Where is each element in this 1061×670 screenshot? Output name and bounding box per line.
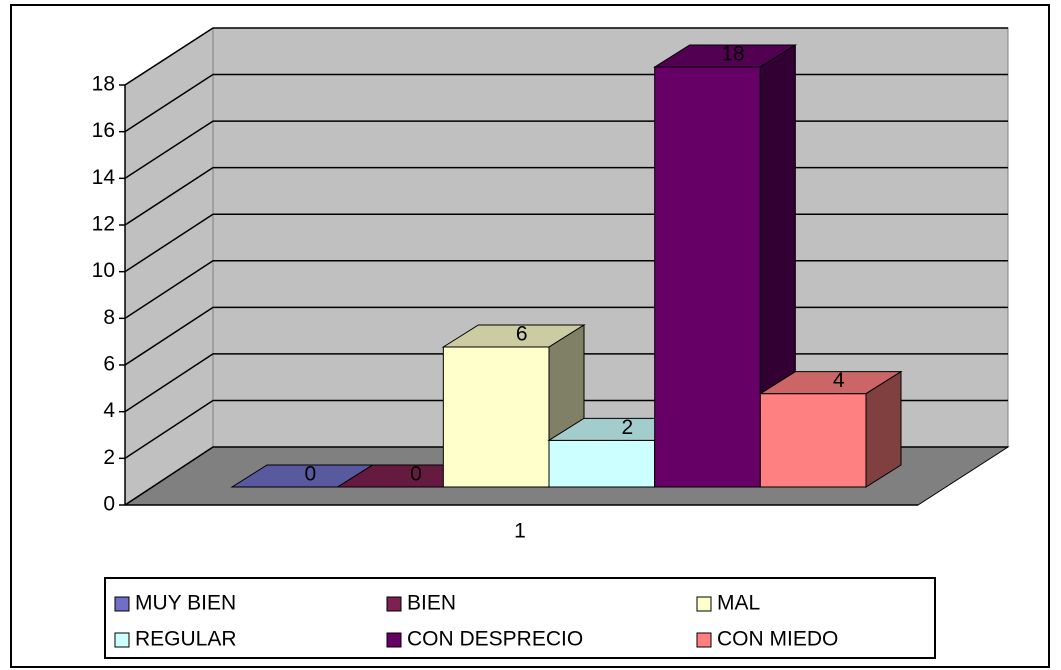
- legend-label: MAL: [717, 592, 760, 615]
- legend-label: MUY BIEN: [135, 592, 236, 615]
- bar-front: [654, 66, 761, 488]
- value-label: 18: [721, 43, 744, 66]
- y-tick-label: 10: [92, 259, 115, 282]
- y-tick-label: 0: [103, 493, 115, 516]
- y-tick-label: 14: [92, 166, 116, 189]
- value-label: 4: [833, 369, 845, 392]
- legend-swatch: [114, 596, 130, 612]
- x-tick-label: 1: [514, 520, 526, 543]
- legend-swatch: [696, 596, 712, 612]
- y-tick-label: 12: [92, 213, 115, 236]
- y-tick-label: 18: [92, 73, 115, 96]
- legend-swatch: [386, 632, 402, 648]
- y-tick-label: 16: [92, 119, 115, 142]
- legend-swatch: [386, 596, 402, 612]
- value-label: 0: [410, 463, 422, 486]
- legend-label: CON DESPRECIO: [407, 628, 583, 651]
- legend-swatch: [696, 632, 712, 648]
- y-tick-label: 4: [103, 399, 115, 422]
- bar-front: [442, 346, 550, 488]
- y-tick-label: 6: [103, 353, 115, 376]
- y-tick-label: 8: [103, 306, 115, 329]
- legend-label: CON MIEDO: [717, 628, 838, 651]
- legend: [104, 577, 936, 659]
- y-tick-label: 2: [103, 446, 115, 469]
- side-wall: [124, 27, 214, 506]
- legend-label: REGULAR: [135, 628, 237, 651]
- legend-swatch: [114, 632, 130, 648]
- value-label: 2: [621, 416, 633, 439]
- bar-side: [865, 370, 902, 488]
- bar-front: [548, 439, 656, 488]
- bar-front: [759, 393, 867, 488]
- legend-label: BIEN: [407, 592, 456, 615]
- value-label: 6: [516, 323, 528, 346]
- value-label: 0: [304, 463, 316, 486]
- grid-line: [124, 27, 1008, 86]
